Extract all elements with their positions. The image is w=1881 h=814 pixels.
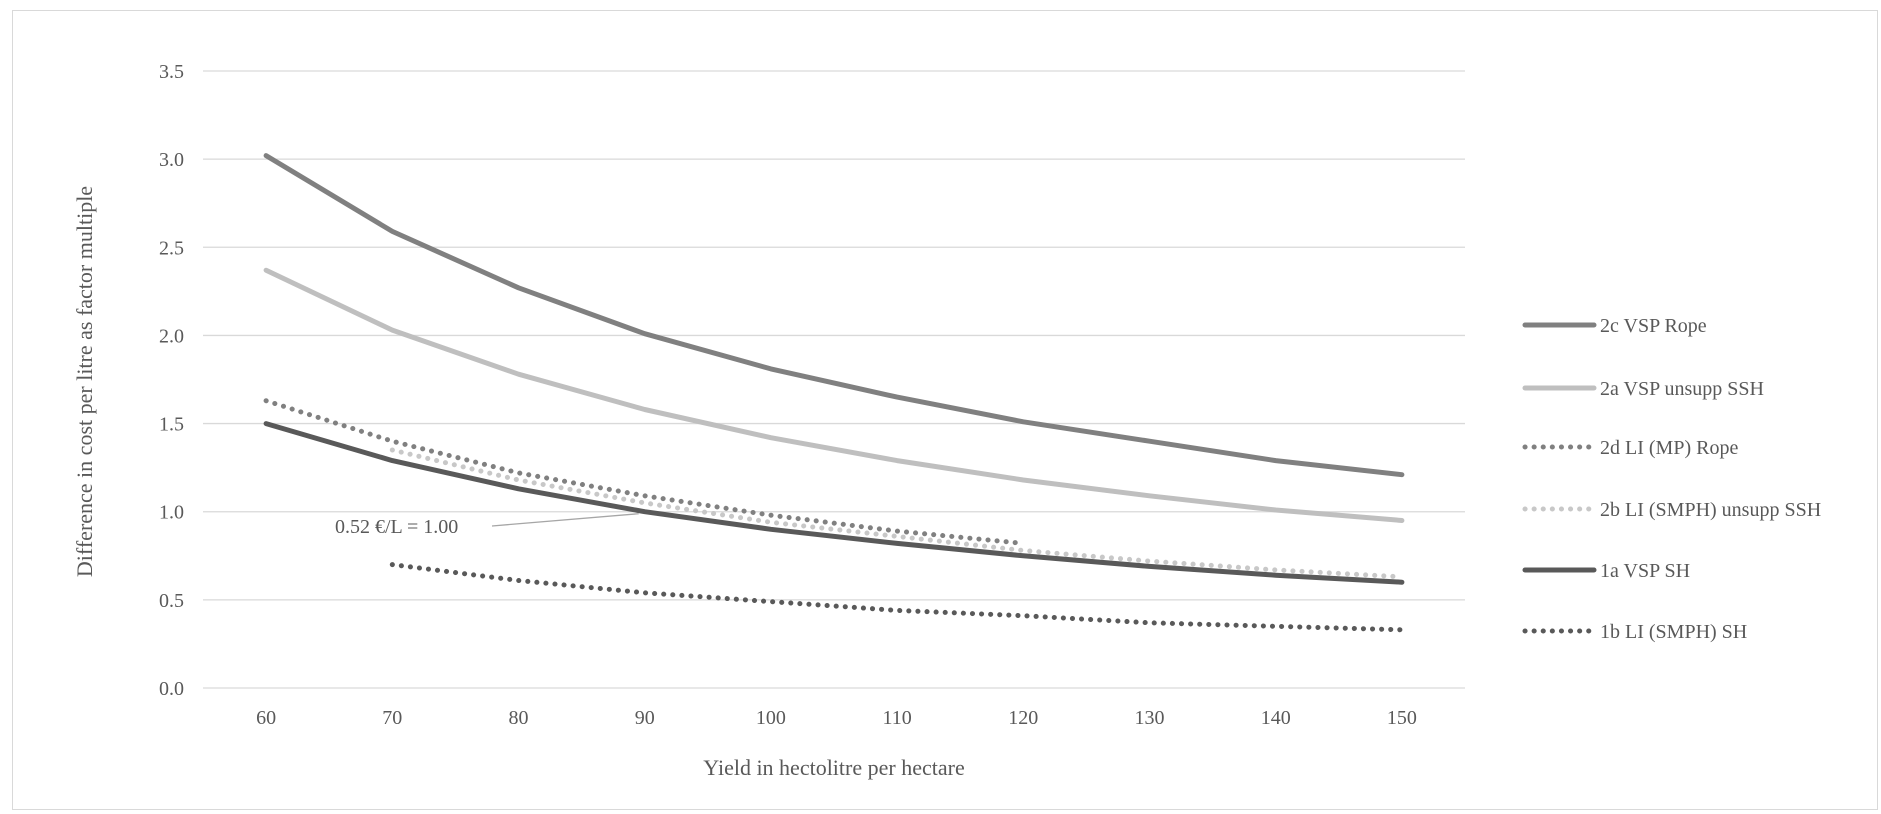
series-line-2 [263, 398, 1026, 546]
x-tick-label: 80 [509, 707, 529, 729]
series-line-4 [263, 421, 1405, 585]
x-tick-label: 90 [635, 707, 655, 729]
x-tick-label: 110 [882, 707, 911, 729]
x-tick-label: 150 [1387, 707, 1417, 729]
y-tick-label: 1.0 [159, 502, 184, 524]
x-tick-label: 120 [1008, 707, 1038, 729]
legend-label-0: 2c VSP Rope [1600, 315, 1707, 337]
legend-label-4: 1a VSP SH [1600, 560, 1690, 582]
legend-label-3: 2b LI (SMPH) unsupp SSH [1600, 499, 1821, 521]
y-tick-label: 0.5 [159, 590, 184, 612]
x-tick-label: 60 [256, 707, 276, 729]
annotation-leader-line [491, 513, 639, 527]
x-axis-title: Yield in hectolitre per hectare [703, 755, 964, 780]
x-tick-label: 70 [382, 707, 402, 729]
annotation-label: 0.52 €/L = 1.00 [335, 516, 458, 538]
annotation: 0.52 €/L = 1.00 [335, 513, 639, 538]
y-tick-label: 2.5 [159, 237, 184, 259]
x-tick-label: 140 [1261, 707, 1291, 729]
x-tick-label: 130 [1135, 707, 1165, 729]
legend-label-5: 1b LI (SMPH) SH [1600, 621, 1747, 643]
y-tick-label: 2.0 [159, 325, 184, 347]
y-tick-label: 1.5 [159, 414, 184, 436]
y-axis-title: Difference in cost per litre as factor m… [72, 186, 97, 577]
series-line-5 [389, 562, 1405, 633]
series-lines [263, 153, 1405, 633]
series-line-3 [389, 447, 1405, 580]
chart-frame [12, 10, 1878, 810]
x-tick-label: 100 [756, 707, 786, 729]
legend: 2c VSP Rope 2a VSP unsupp SSH 2d LI (MP) R… [1522, 315, 1821, 643]
x-axis-ticks: 60 70 80 90 100 110 120 130 140 150 [256, 707, 1417, 729]
gridlines [203, 70, 1465, 689]
legend-label-1: 2a VSP unsupp SSH [1600, 378, 1764, 400]
y-tick-label: 3.0 [159, 149, 184, 171]
y-axis-ticks: 0.0 0.5 1.0 1.5 2.0 2.5 3.0 3.5 [159, 61, 184, 700]
legend-label-2: 2d LI (MP) Rope [1600, 437, 1738, 459]
series-line-0 [263, 153, 1405, 478]
y-tick-label: 0.0 [159, 678, 184, 700]
series-line-1 [263, 267, 1405, 523]
y-tick-label: 3.5 [159, 61, 184, 83]
